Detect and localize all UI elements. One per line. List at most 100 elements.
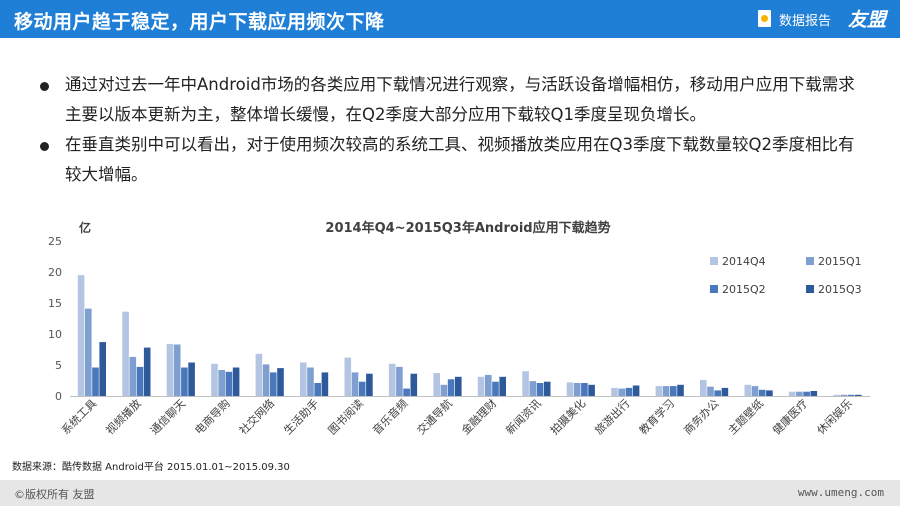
y-tick-label: 25 bbox=[48, 235, 62, 248]
bar bbox=[611, 387, 618, 396]
bullet-item: 在垂直类别中可以看出，对于使用频次较高的系统工具、视频播放类应用在Q3季度下载数… bbox=[40, 130, 870, 190]
site-url: www.umeng.com bbox=[797, 486, 884, 499]
bar bbox=[670, 386, 677, 396]
bar bbox=[92, 367, 99, 396]
x-tick-label: 社交网络 bbox=[236, 396, 277, 437]
y-tick-label: 0 bbox=[55, 390, 62, 403]
bar bbox=[122, 311, 129, 396]
x-tick-label: 拍摄美化 bbox=[547, 396, 588, 437]
y-tick-label: 20 bbox=[48, 266, 62, 279]
bar bbox=[351, 372, 359, 396]
bar bbox=[314, 383, 321, 396]
x-tick-label: 金融理财 bbox=[458, 396, 499, 437]
bar bbox=[181, 367, 188, 396]
bar bbox=[522, 371, 529, 396]
bullet-text: 在垂直类别中可以看出，对于使用频次较高的系统工具、视频播放类应用在Q3季度下载数… bbox=[65, 135, 855, 184]
bar bbox=[307, 367, 314, 396]
x-tick-label: 系统工具 bbox=[59, 397, 99, 437]
bar bbox=[410, 373, 418, 396]
bar bbox=[618, 388, 625, 396]
bar bbox=[751, 386, 759, 396]
bar bbox=[625, 387, 633, 396]
x-tick-label: 旅游出行 bbox=[592, 396, 633, 437]
legend-label: 2015Q2 bbox=[722, 283, 766, 296]
header-bar bbox=[0, 0, 900, 38]
bar bbox=[433, 373, 440, 396]
x-tick-label: 休闲娱乐 bbox=[814, 396, 855, 437]
legend-label: 2014Q4 bbox=[722, 255, 766, 268]
bar bbox=[810, 391, 818, 396]
footer-bar bbox=[0, 480, 900, 506]
x-tick-label: 电商导购 bbox=[192, 396, 233, 437]
x-tick-label: 商务办公 bbox=[681, 396, 722, 437]
bullet-dot-icon bbox=[40, 82, 49, 91]
bar bbox=[188, 362, 195, 396]
bar bbox=[358, 381, 366, 396]
bar bbox=[143, 347, 151, 396]
y-tick-label: 10 bbox=[48, 328, 62, 341]
y-axis-unit: 亿 bbox=[79, 220, 91, 235]
bar bbox=[232, 367, 240, 396]
bar bbox=[218, 370, 225, 396]
download-trend-chart: 2014年Q4~2015Q3年Android应用下载趋势 亿 0 5 10 15 20 25 系… bbox=[48, 220, 870, 437]
bar bbox=[166, 343, 174, 396]
bar bbox=[396, 366, 403, 396]
bar bbox=[855, 394, 862, 396]
brand-logo: 友盟 bbox=[848, 9, 887, 31]
bar bbox=[766, 390, 773, 396]
bar bbox=[366, 373, 373, 396]
report-icon bbox=[758, 10, 771, 27]
x-tick-label: 通信聊天 bbox=[147, 396, 188, 437]
bar bbox=[543, 381, 551, 396]
bar bbox=[129, 356, 137, 396]
bar bbox=[173, 344, 181, 396]
bar bbox=[99, 342, 106, 396]
report-label: 数据报告 bbox=[779, 14, 832, 29]
bar bbox=[714, 390, 721, 396]
copyright: ©版权所有 友盟 bbox=[14, 488, 95, 501]
x-tick-label: 生活助手 bbox=[281, 396, 322, 437]
x-tick-label: 健康医疗 bbox=[769, 396, 810, 437]
bar bbox=[499, 376, 506, 396]
bar bbox=[847, 394, 855, 396]
bar bbox=[632, 385, 640, 396]
bar bbox=[485, 374, 492, 396]
x-tick-label: 视频播放 bbox=[103, 396, 144, 437]
bar bbox=[85, 308, 92, 396]
y-tick-label: 5 bbox=[55, 359, 62, 372]
bar bbox=[803, 391, 810, 396]
bullet-list: 通过对过去一年中Android市场的各类应用下载情况进行观察，与活跃设备增幅相仿… bbox=[40, 70, 870, 190]
y-tick-label: 15 bbox=[48, 297, 62, 310]
bar bbox=[300, 362, 307, 396]
bar bbox=[136, 366, 144, 396]
bar bbox=[833, 394, 840, 396]
bar bbox=[677, 384, 684, 396]
bar bbox=[388, 363, 396, 396]
chart-title: 2014年Q4~2015Q3年Android应用下载趋势 bbox=[325, 220, 610, 236]
bar bbox=[225, 371, 233, 396]
bar bbox=[321, 372, 329, 396]
bar bbox=[262, 364, 270, 396]
bar bbox=[440, 384, 448, 396]
bar bbox=[655, 386, 663, 396]
bar bbox=[758, 389, 766, 396]
bar bbox=[581, 383, 588, 396]
legend-swatch bbox=[710, 257, 718, 265]
bar bbox=[573, 383, 581, 396]
legend-swatch bbox=[710, 285, 718, 293]
bar bbox=[455, 376, 462, 396]
bullet-dot-icon bbox=[40, 142, 49, 151]
x-tick-label: 交通导航 bbox=[414, 396, 455, 437]
bullet-text: 通过对过去一年中Android市场的各类应用下载情况进行观察，与活跃设备增幅相仿… bbox=[65, 75, 855, 124]
legend-swatch bbox=[806, 285, 814, 293]
bar bbox=[788, 391, 796, 396]
bar bbox=[447, 379, 455, 396]
bar bbox=[707, 386, 714, 396]
bar bbox=[529, 381, 537, 396]
bar bbox=[211, 363, 218, 396]
bar bbox=[662, 386, 670, 396]
bar bbox=[477, 376, 485, 396]
legend-label: 2015Q1 bbox=[818, 255, 862, 268]
x-tick-label: 主题壁纸 bbox=[725, 396, 766, 437]
x-tick-label: 图书阅读 bbox=[325, 396, 366, 437]
